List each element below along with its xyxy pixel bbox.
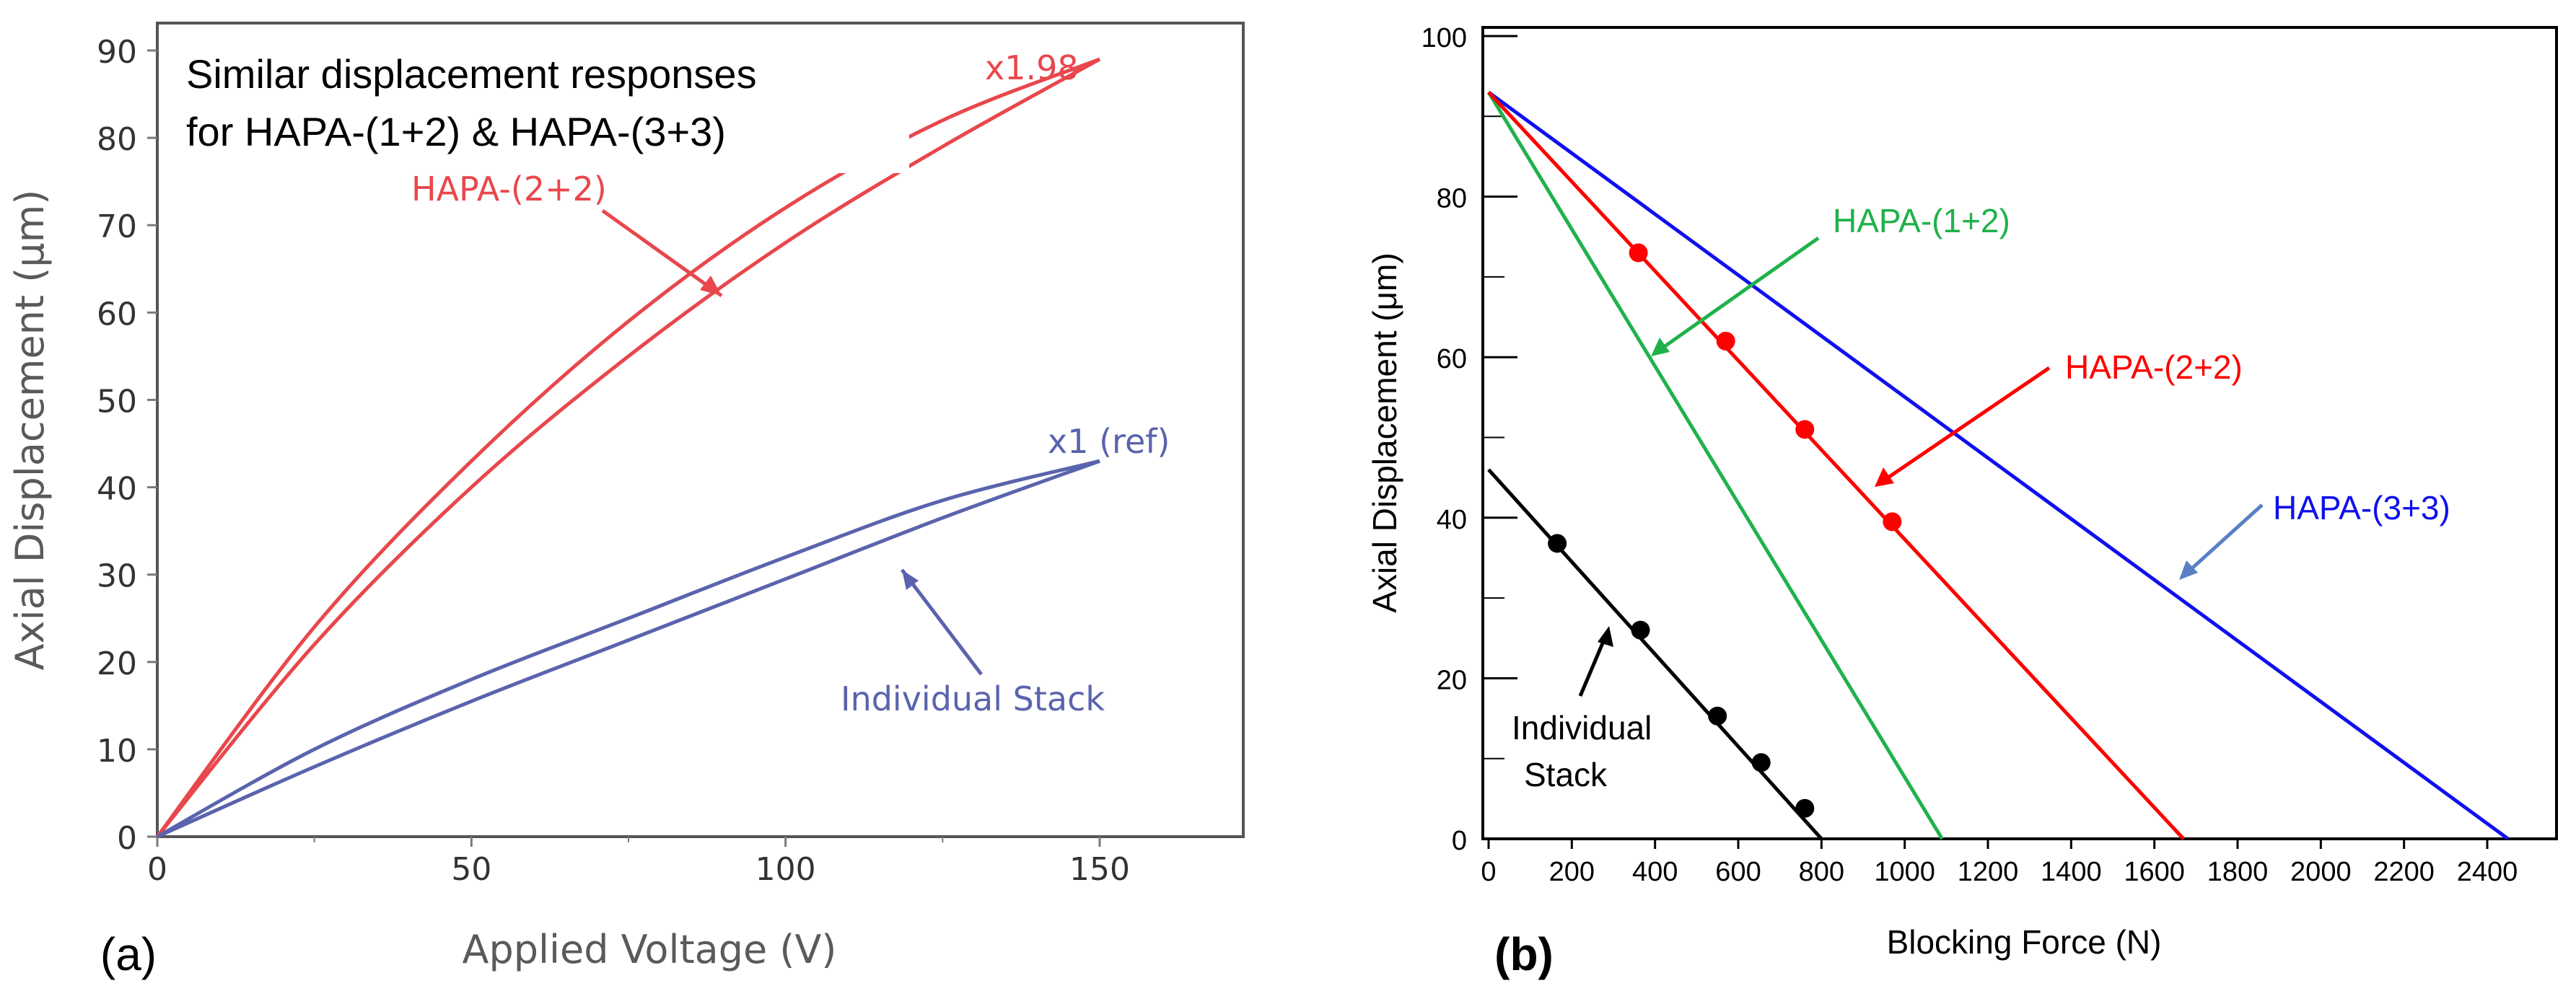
panel-a-x-axis-label: Applied Voltage (V) [463, 927, 837, 972]
panel-a-arrowhead-hapa-2-2 [700, 276, 722, 296]
panel-b-series-3-point [1631, 620, 1650, 640]
panel-b-arrow-hapa-2-2 [1880, 366, 2051, 484]
panel-a-annotation-individual: Individual Stack [841, 679, 1105, 718]
panel-a-y-axis-label: Axial Displacement (μm) [7, 190, 53, 671]
panel-b-series-2-line [1487, 91, 2185, 840]
panel-a-chart: 0 10 20 30 40 50 60 70 80 90 0 50 100 150 Similar di… [7, 22, 1245, 980]
panel-b-y-tick-label: 20 [1437, 665, 1467, 695]
panel-a-y-tick-label: 20 [97, 646, 137, 682]
panel-a-x-tick-label: 50 [451, 851, 491, 888]
panel-a-y-tick-label: 90 [97, 34, 137, 71]
panel-a-note-line-1: Similar displacement responses [186, 51, 757, 97]
panel-b-series-2-point [1795, 420, 1815, 439]
panel-a-note-box [180, 29, 909, 173]
panel-b-series-3-point [1548, 534, 1567, 553]
panel-b-label: (b) [1494, 928, 1554, 980]
panel-a-y-tick-label: 30 [97, 558, 137, 595]
panel-b-x-tick-label: 2200 [2373, 857, 2435, 887]
panel-b-annotation-individual-line-2: Stack [1524, 756, 1608, 793]
panel-a-factor-label-ref: x1 (ref) [1048, 422, 1170, 461]
panel-b-x-tick-label: 1200 [1958, 857, 2019, 887]
panel-a-y-tick-label: 0 [117, 820, 137, 857]
panel-b-arrowhead-individual [1598, 626, 1613, 647]
panel-a-y-tick-label: 50 [97, 383, 137, 420]
panel-b-annotation-hapa-3-3: HAPA-(3+3) [2273, 489, 2450, 527]
panel-a-x-tick-label: 0 [147, 851, 167, 888]
panel-a-x-axis: 0 50 100 150 [147, 837, 1130, 888]
panel-b-arrowhead-hapa-1-2 [1651, 338, 1670, 356]
panel-a-series-1-down-curve [156, 459, 1100, 839]
panel-b-x-tick-label: 2400 [2457, 857, 2518, 887]
panel-a-series-1-up-curve [156, 459, 1100, 839]
panel-b-x-tick-label: 1400 [2041, 857, 2102, 887]
panel-b-series-2-point [1716, 331, 1735, 351]
panel-b-series-3-point [1795, 798, 1815, 818]
panel-b-series-3-point [1708, 706, 1727, 726]
panel-a-y-tick-label: 70 [97, 208, 137, 245]
panel-b-arrowhead-hapa-2-2 [1875, 467, 1894, 487]
panel-a-arrow-hapa-2-2 [601, 208, 723, 298]
panel-b-series-2-point [1629, 243, 1648, 263]
panel-b-arrow-hapa-1-2 [1655, 236, 1820, 354]
panel-b-x-tick-label: 800 [1799, 857, 1844, 887]
panel-a-series-0-down-curve [155, 57, 1100, 838]
panel-b-x-tick-label: 400 [1632, 857, 1678, 887]
panel-b-y-tick-label: 0 [1452, 826, 1467, 856]
panel-b-annotation-hapa-1-2: HAPA-(1+2) [1833, 202, 2010, 239]
panel-a-arrow-individual [901, 568, 983, 676]
panel-b-y-tick-label: 60 [1437, 344, 1467, 374]
panel-b-series-1-line [1486, 91, 1944, 840]
panel-b-annotation-hapa-2-2: HAPA-(2+2) [2065, 348, 2243, 386]
panel-b-series-2-point [1883, 512, 1902, 532]
panel-b-series-0-line [1487, 90, 2510, 841]
panel-b-plot-frame [1481, 26, 2558, 840]
panel-a-series-0-up-curve [156, 57, 1101, 838]
panel-a-y-tick-label: 40 [97, 471, 137, 508]
panel-a-label: (a) [100, 928, 157, 980]
panel-b-chart: 0 20 40 60 80 100 0 200 400 600 800 1000 1200 1400 16… [1366, 23, 2558, 980]
panel-b-series [1486, 90, 2510, 841]
panel-b-y-tick-label: 40 [1437, 505, 1467, 535]
panel-b-y-axis: 0 20 40 60 80 100 [1421, 23, 1517, 856]
panel-b-x-tick-label: 2000 [2290, 857, 2352, 887]
panel-a-y-tick-label: 60 [97, 296, 137, 333]
panel-b-y-tick-label: 100 [1421, 23, 1467, 53]
panel-b-x-tick-label: 1800 [2207, 857, 2269, 887]
panel-b-arrow-hapa-3-3 [2185, 503, 2264, 575]
panel-b-x-tick-label: 1600 [2124, 857, 2185, 887]
panel-b-y-tick-label: 80 [1437, 184, 1467, 214]
panel-b-series-3-line [1487, 468, 1823, 840]
panel-a-x-tick-label: 100 [755, 851, 816, 888]
panel-a-y-tick-label: 80 [97, 121, 137, 158]
panel-b-x-tick-label: 0 [1481, 857, 1496, 887]
panel-b-arrow-individual [1578, 634, 1608, 697]
panel-a-y-tick-label: 10 [97, 733, 137, 770]
panel-a-plot-frame [156, 22, 1245, 838]
panel-b-x-tick-label: 1000 [1874, 857, 1935, 887]
panel-a-note-line-2: for HAPA-(1+2) & HAPA-(3+3) [186, 109, 726, 154]
panel-b-x-axis: 0 200 400 600 800 1000 1200 1400 1600 1800 2000 220… [1481, 839, 2518, 887]
panel-a-y-axis: 0 10 20 30 40 50 60 70 80 90 [97, 34, 157, 857]
panel-b-series-3-point [1751, 753, 1771, 772]
panel-a-factor-label-hapa: x1.98 [985, 48, 1079, 87]
panel-b-y-axis-label: Axial Displacement (μm) [1366, 252, 1403, 612]
panel-b-arrowhead-hapa-3-3 [2179, 560, 2198, 580]
panel-b-annotation-individual-line-1: Individual [1512, 709, 1652, 747]
panel-a-series [155, 57, 1101, 839]
panel-b-x-tick-label: 200 [1549, 857, 1595, 887]
panel-a-x-tick-label: 150 [1069, 851, 1130, 888]
panel-b-x-tick-label: 600 [1715, 857, 1761, 887]
panel-a-annotation-hapa-2-2: HAPA-(2+2) [411, 169, 607, 208]
panel-a-arrowhead-individual [902, 570, 919, 590]
panel-b-x-axis-label: Blocking Force (N) [1887, 923, 2162, 961]
